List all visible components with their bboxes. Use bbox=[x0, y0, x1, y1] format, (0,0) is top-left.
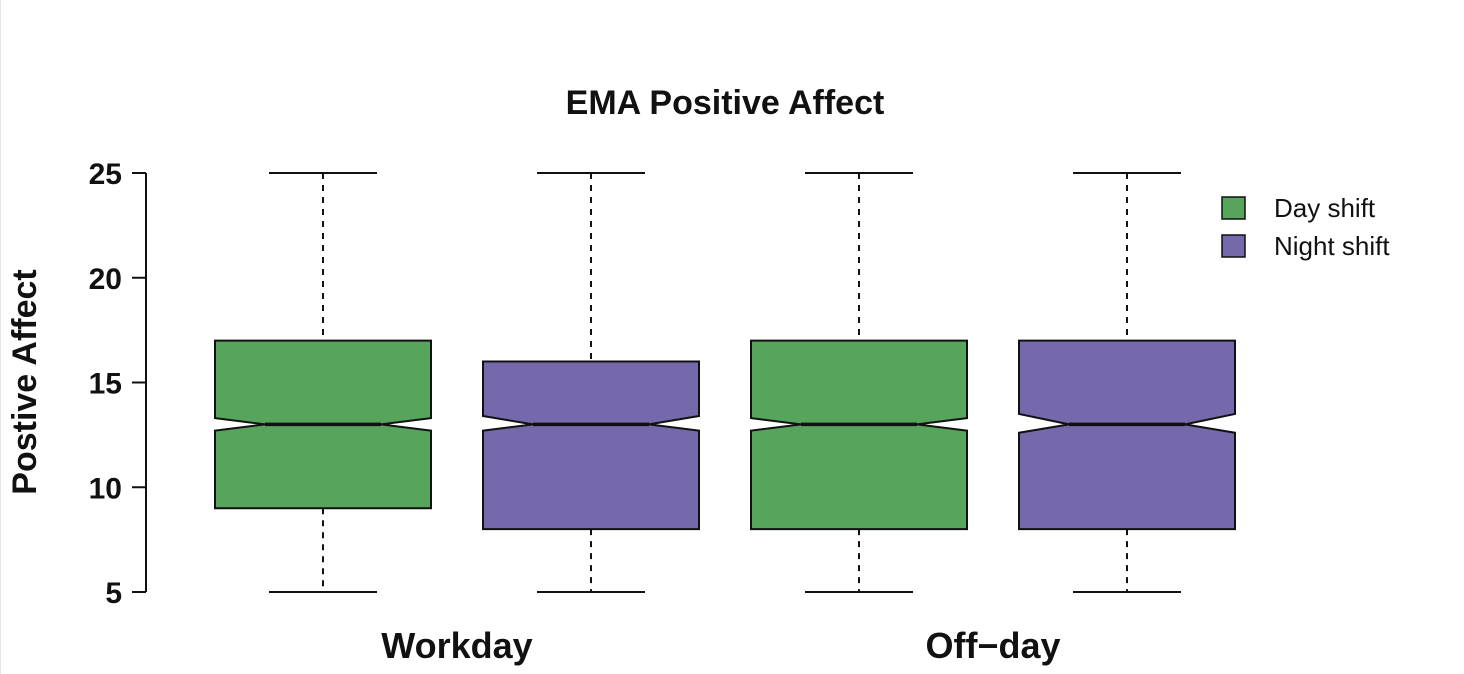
x-category-labels: Workday Off−day bbox=[381, 625, 1060, 666]
box-day-workday bbox=[214, 172, 432, 593]
chart-title: EMA Positive Affect bbox=[566, 84, 885, 122]
y-axis: 5 10 15 20 25 bbox=[89, 158, 147, 610]
y-tick-label: 20 bbox=[89, 263, 122, 296]
y-tick-label: 10 bbox=[89, 472, 122, 505]
legend-label: Day shift bbox=[1274, 193, 1376, 223]
x-category-label: Off−day bbox=[925, 625, 1060, 666]
legend: Day shift Night shift bbox=[1221, 193, 1390, 261]
box-day-offday bbox=[750, 172, 968, 593]
x-category-label: Workday bbox=[381, 625, 532, 666]
boxes-group bbox=[214, 172, 1236, 593]
y-tick-label: 5 bbox=[105, 577, 122, 610]
box-night-workday bbox=[482, 172, 700, 593]
notched-box bbox=[1018, 339, 1236, 531]
y-tick-label: 15 bbox=[89, 368, 122, 401]
y-tick-label: 25 bbox=[89, 158, 122, 191]
legend-swatch bbox=[1221, 196, 1246, 220]
legend-swatch bbox=[1221, 234, 1246, 258]
y-axis-label: Postive Affect bbox=[6, 269, 44, 494]
notched-box bbox=[482, 360, 700, 531]
notched-box bbox=[750, 339, 968, 531]
box-night-offday bbox=[1018, 172, 1236, 593]
legend-label: Night shift bbox=[1274, 231, 1390, 261]
